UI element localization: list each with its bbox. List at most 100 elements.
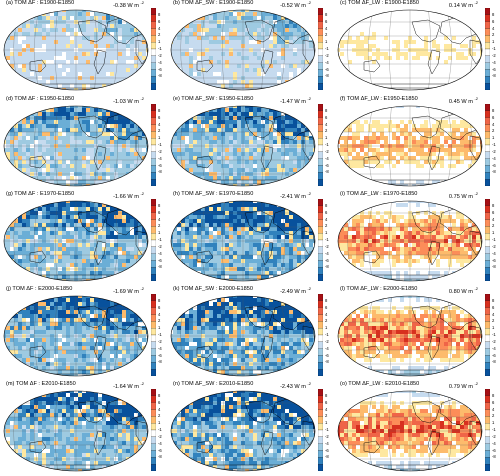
colorbar — [318, 389, 323, 471]
colorbar — [151, 104, 156, 186]
colorbar-swatch — [485, 199, 490, 206]
colorbar-tick-label: 2 — [158, 414, 160, 418]
colorbar-swatch — [485, 8, 490, 15]
colorbar-tick-label: 4 — [158, 408, 160, 412]
colorbar-swatch — [318, 22, 323, 29]
colorbar-swatch — [151, 15, 156, 22]
colorbar-swatch — [318, 83, 323, 90]
colorbar-swatch — [151, 42, 156, 49]
colorbar-tick-label: -4 — [325, 252, 329, 256]
colorbar-tick-label: 4 — [158, 313, 160, 317]
colorbar-tick-label: 2 — [325, 129, 327, 133]
panel-title: (j) TOM ΔF : E2000-E1850 — [6, 286, 72, 292]
colorbar-swatch — [318, 76, 323, 83]
colorbar-tick-label: 6 — [325, 211, 327, 215]
colorbar — [485, 8, 490, 90]
colorbar-tick-label: -1 — [158, 47, 162, 51]
colorbar-tick-label: -4 — [492, 442, 496, 446]
forcing-map — [336, 294, 484, 378]
colorbar-swatch — [151, 172, 156, 179]
colorbar-swatch — [485, 369, 490, 376]
colorbar-swatch — [318, 254, 323, 261]
colorbar-tick-label: -4 — [325, 61, 329, 65]
colorbar-tick-label: -6 — [492, 164, 496, 168]
colorbar-tick-label: -4 — [492, 61, 496, 65]
colorbar-tick-label: 8 — [492, 204, 494, 208]
colorbar-tick-label: 4 — [325, 27, 327, 31]
colorbar-tick-label: -8 — [492, 265, 496, 269]
colorbar-tick-label: -2 — [325, 245, 329, 249]
colorbar — [151, 199, 156, 281]
colorbar-tick-label: -2 — [325, 150, 329, 154]
colorbar-swatch — [151, 328, 156, 335]
colorbar-swatch — [151, 308, 156, 315]
colorbar-swatch — [318, 416, 323, 423]
colorbar-swatch — [485, 220, 490, 227]
colorbar-swatch — [485, 15, 490, 22]
forcing-map — [2, 104, 150, 188]
colorbar-tick-label: 6 — [158, 401, 160, 405]
colorbar-tick-label: 6 — [492, 20, 494, 24]
colorbar-swatch — [485, 451, 490, 458]
colorbar-tick-label: 8 — [158, 109, 160, 113]
forcing-map — [336, 199, 484, 283]
colorbar-swatch — [151, 56, 156, 63]
panel-title: (b) TOM ΔF_SW : E1900-E1850 — [173, 0, 253, 6]
colorbar-tick-label: -2 — [492, 435, 496, 439]
colorbar-tick-label: -6 — [158, 354, 162, 358]
colorbar-swatch — [485, 226, 490, 233]
colorbar-swatch — [151, 199, 156, 206]
colorbar-swatch — [485, 172, 490, 179]
colorbar-tick-label: -1 — [325, 333, 329, 337]
forcing-map — [169, 294, 317, 378]
colorbar-tick-label: -8 — [158, 265, 162, 269]
panel-title: (o) TOM ΔF_LW : E2010-E1850 — [340, 381, 419, 387]
colorbar-swatch — [151, 213, 156, 220]
colorbar-swatch — [318, 104, 323, 111]
colorbar-swatch — [151, 396, 156, 403]
colorbar-swatch — [318, 220, 323, 227]
colorbar-tick-label: -2 — [158, 245, 162, 249]
colorbar-swatch — [151, 261, 156, 268]
colorbar-tick-label: -8 — [325, 455, 329, 459]
colorbar-tick-label: 1 — [492, 136, 494, 140]
colorbar-tick-label: 6 — [158, 211, 160, 215]
colorbar-tick-label: -6 — [158, 259, 162, 263]
colorbar-tick-label: 4 — [325, 313, 327, 317]
colorbar-tick-label: 6 — [325, 401, 327, 405]
forcing-map — [2, 294, 150, 378]
colorbar-swatch — [318, 335, 323, 342]
colorbar-swatch — [151, 362, 156, 369]
colorbar-tick-label: -1 — [492, 428, 496, 432]
colorbar-tick-label: -4 — [158, 61, 162, 65]
colorbar-swatch — [485, 396, 490, 403]
colorbar-tick-label: 1 — [492, 421, 494, 425]
colorbar-swatch — [318, 233, 323, 240]
colorbar-swatch — [318, 42, 323, 49]
colorbar-tick-label: 2 — [325, 33, 327, 37]
colorbar-swatch — [318, 131, 323, 138]
colorbar-tick-label: -2 — [492, 245, 496, 249]
colorbar-swatch — [485, 145, 490, 152]
colorbar-swatch — [485, 213, 490, 220]
colorbar-swatch — [485, 111, 490, 118]
colorbar-tick-label: 1 — [325, 231, 327, 235]
colorbar-tick-label: -1 — [492, 47, 496, 51]
colorbar-swatch — [485, 233, 490, 240]
colorbar-tick-label: 6 — [158, 116, 160, 120]
colorbar-swatch — [151, 29, 156, 36]
colorbar-swatch — [151, 35, 156, 42]
colorbar-tick-label: 4 — [492, 218, 494, 222]
colorbar-tick-label: 8 — [492, 109, 494, 113]
colorbar — [318, 104, 323, 186]
panel-title: (l) TOM ΔF_LW : E2000-E1850 — [340, 286, 417, 292]
colorbar-swatch — [485, 138, 490, 145]
colorbar-swatch — [318, 321, 323, 328]
panel-title: (e) TOM ΔF_SW : E1950-E1850 — [173, 96, 253, 102]
colorbar-tick-label: 2 — [492, 129, 494, 133]
